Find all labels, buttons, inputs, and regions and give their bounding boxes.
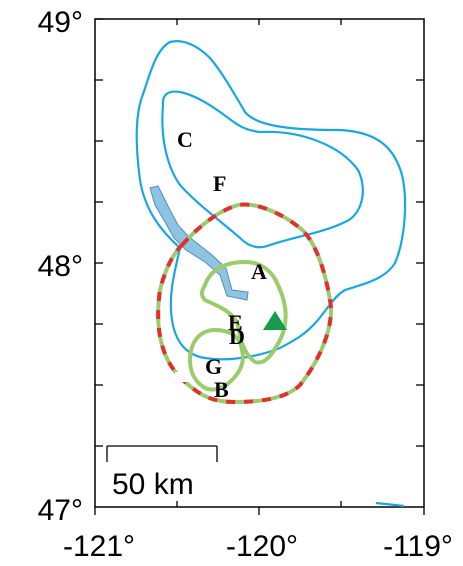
inner-contour (161, 90, 364, 249)
label-e: E (228, 310, 243, 335)
x-tick-label-120: -120° (226, 530, 298, 563)
label-a: A (251, 259, 267, 284)
green-contour-g (187, 327, 245, 392)
red-dashed-contour (156, 202, 333, 405)
label-g: G (205, 354, 222, 379)
contour-gap (175, 372, 193, 382)
coast-fragment (375, 501, 405, 508)
river (149, 185, 249, 301)
scale-bar (106, 445, 218, 462)
y-tick-label-47: 47° (38, 494, 83, 527)
green-contour-a (200, 259, 288, 365)
triangle-marker-icon (263, 311, 287, 330)
x-tick-label-121: -121° (63, 530, 135, 563)
label-d: D (229, 324, 245, 349)
frame-ticks (94, 18, 425, 515)
scale-bar-label: 50 km (112, 468, 194, 501)
label-f: F (213, 171, 226, 196)
y-tick-label-48: 48° (38, 250, 83, 283)
x-tick-label-119: -119° (383, 530, 453, 563)
y-tick-label-49: 49° (38, 6, 83, 39)
outer-contour (135, 40, 407, 361)
label-b: B (214, 377, 229, 402)
label-c: C (177, 127, 193, 152)
